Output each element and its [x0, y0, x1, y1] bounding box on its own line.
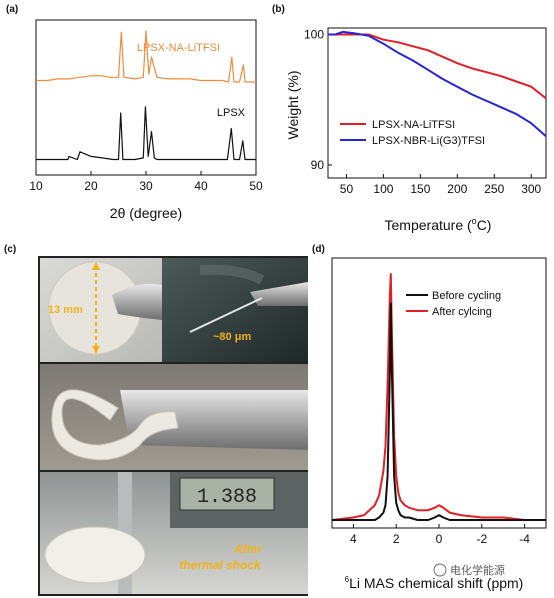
panel-label-c: (c): [4, 244, 16, 255]
xrd-xtick-label: 40: [194, 179, 208, 193]
photo-disk-diameter: 13 mm: [40, 258, 162, 362]
nmr-series-2: [332, 302, 546, 521]
nmr-xtick-label: -2: [476, 532, 487, 546]
legend-label-lpsx-na-litfsi: LPSX-NA-LiTFSI: [372, 119, 455, 131]
thermal-label-line1: After: [233, 542, 263, 556]
legend-label-after: After cylcing: [432, 306, 492, 318]
tga-plot-frame: [327, 27, 547, 179]
panel-label-b: (b): [272, 4, 285, 15]
nmr-x-axis-title: 6Li MAS chemical shift (ppm): [345, 575, 524, 591]
photo-panel: (c) 13 mm ~80 μm 1.388 After thermal sho…: [4, 244, 308, 596]
nmr-xtick-label: 4: [350, 532, 357, 546]
xrd-xtick-label: 10: [29, 179, 43, 193]
panel-label-d: (d): [312, 244, 325, 255]
xrd-xtick-label: 50: [249, 179, 263, 193]
photo-folded-film: [40, 364, 308, 470]
xrd-series-2: [36, 106, 256, 161]
film-edge: [189, 297, 263, 333]
tga-x-axis-title: Temperature (oC): [385, 216, 492, 233]
tga-xtick-label: 100: [373, 182, 393, 196]
xrd-label-lpsx-na-litfsi: LPSX-NA-LiTFSI: [137, 42, 220, 54]
xrd-xtick-label: 30: [139, 179, 153, 193]
watermark-text: 电化学能源: [450, 563, 505, 577]
xrd-x-axis-title: 2θ (degree): [110, 205, 182, 221]
tga-series-1: [328, 33, 547, 100]
tga-legend: LPSX-NA-LiTFSI LPSX-NBR-Li(G3)TFSI: [340, 119, 485, 147]
caliper-reading: 1.388: [197, 486, 257, 509]
legend-label-before: Before cycling: [432, 290, 501, 302]
xrd-xtick-label: 20: [84, 179, 98, 193]
tga-ytick-label: 100: [304, 28, 324, 42]
tga-ytick-label: 90: [311, 158, 325, 172]
nmr-xtick-label: -4: [519, 532, 530, 546]
nmr-xtick-label: 2: [393, 532, 400, 546]
tga-xtick-label: 300: [521, 182, 541, 196]
tga-xtick-label: 150: [410, 182, 430, 196]
thermal-label-line2: thermal shock: [179, 558, 262, 572]
tga-series-2: [328, 30, 547, 138]
xrd-series-1: [36, 30, 256, 83]
nmr-xtick-label: 0: [436, 532, 443, 546]
legend-label-lpsx-nbr: LPSX-NBR-Li(G3)TFSI: [372, 135, 485, 147]
watermark: 电化学能源: [433, 563, 505, 577]
nmr-legend: Before cycling After cylcing: [406, 290, 501, 318]
xrd-label-lpsx: LPSX: [217, 107, 246, 119]
tga-xtick-label: 50: [340, 182, 354, 196]
photo-thickness: ~80 μm: [162, 258, 308, 362]
wechat-icon: [433, 563, 447, 577]
nmr-chart: (d) 4 2 0 -2 -4 Before cycling After cylcing…: [312, 244, 547, 591]
nmr-series-1: [331, 273, 546, 521]
diameter-label: 13 mm: [48, 304, 83, 316]
tga-y-axis-title: Weight (%): [285, 71, 301, 140]
xrd-chart: (a) 10 20 30 40 50 LPSX-NA-LiTFSI LPSX 2θ (d…: [6, 4, 263, 221]
thickness-label: ~80 μm: [213, 331, 251, 343]
photo-thermal-shock: 1.388 After thermal shock: [40, 472, 308, 594]
tga-xtick-label: 250: [484, 182, 504, 196]
tga-xtick-label: 200: [447, 182, 467, 196]
panel-label-a: (a): [6, 4, 18, 15]
tga-chart: (b) Weight (%) 50 100 150 200 250 300 90 100 LP…: [272, 4, 547, 233]
